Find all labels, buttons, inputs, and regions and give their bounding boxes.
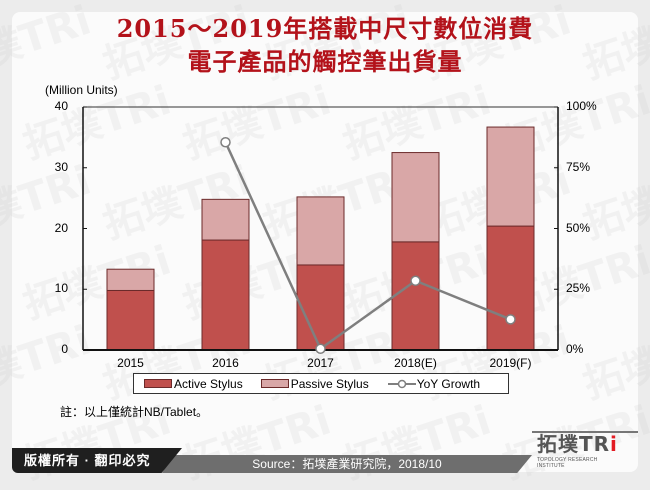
y-tick-label: 40 bbox=[54, 99, 68, 113]
source-text: Source：拓墣產業研究院，2018/10 bbox=[162, 455, 532, 473]
y2-tick-label: 25% bbox=[566, 281, 591, 296]
y-tick-label: 30 bbox=[54, 159, 68, 174]
bar-passive-2018(E) bbox=[391, 152, 440, 243]
yoy-line-series bbox=[220, 136, 516, 355]
chart-legend: Active Stylus Passive Stylus YoY Growth bbox=[133, 373, 509, 394]
logo-subtitle: TOPOLOGY RESEARCH INSTITUTE bbox=[537, 457, 598, 469]
bar-series bbox=[106, 126, 535, 351]
copyright-text: 版權所有 · 翻印必究 bbox=[12, 448, 182, 473]
x-tick-label: 2015 bbox=[117, 356, 144, 370]
bar-passive-2019(F) bbox=[486, 126, 535, 227]
x-tick-label: 2017 bbox=[307, 356, 334, 370]
bar-active-2018(E) bbox=[391, 241, 440, 351]
yoy-point bbox=[505, 314, 516, 325]
y-axis-unit-label: (Million Units) bbox=[45, 83, 118, 97]
bar-active-2015 bbox=[106, 289, 155, 351]
bar-active-2019(F) bbox=[486, 225, 535, 351]
legend-label-yoy: YoY Growth bbox=[416, 376, 481, 391]
legend-label-active: Active Stylus bbox=[174, 376, 243, 391]
tri-logo: 拓墣TRi TOPOLOGY RESEARCH INSTITUTE bbox=[537, 428, 625, 469]
y2-tick-label: 75% bbox=[566, 159, 591, 174]
y2-tick-label: 100% bbox=[566, 99, 597, 113]
legend-item-yoy: YoY Growth bbox=[387, 377, 480, 391]
bar-active-2017 bbox=[296, 264, 345, 351]
bar-active-2016 bbox=[201, 239, 250, 351]
line-marker-icon bbox=[387, 379, 416, 388]
legend-item-passive: Passive Stylus bbox=[260, 376, 369, 391]
passive-stylus-swatch bbox=[260, 379, 289, 388]
footer-divider-line bbox=[532, 431, 638, 433]
bar-passive-2016 bbox=[201, 198, 250, 241]
x-tick-label: 2016 bbox=[212, 356, 239, 370]
y-tick-label: 0 bbox=[61, 342, 68, 356]
y2-tick-label: 0% bbox=[566, 342, 584, 356]
x-tick-label: 2018(E) bbox=[394, 356, 437, 370]
logo-i: i bbox=[610, 432, 618, 456]
bar-passive-2017 bbox=[296, 196, 345, 266]
legend-item-active: Active Stylus bbox=[144, 377, 243, 391]
x-tick-label: 2019(F) bbox=[489, 356, 532, 370]
chart-title: 2015～2019年搭載中尺寸數位消費 電子產品的觸控筆出貨量 bbox=[0, 12, 650, 78]
legend-label-passive: Passive Stylus bbox=[290, 376, 369, 391]
logo-en: TR bbox=[579, 432, 611, 456]
footer-bar: Source：拓墣產業研究院，2018/10 版權所有 · 翻印必究 bbox=[12, 431, 638, 474]
chart-title-line2: 電子產品的觸控筆出貨量 bbox=[187, 47, 463, 76]
chart-title-line1: 2015～2019年搭載中尺寸數位消費 bbox=[116, 14, 534, 43]
yoy-point bbox=[410, 275, 421, 286]
active-stylus-swatch bbox=[144, 379, 172, 388]
yoy-point bbox=[315, 343, 326, 355]
y-tick-label: 10 bbox=[54, 281, 68, 296]
y2-tick-label: 50% bbox=[566, 220, 591, 235]
chart-footnote: 註：以上僅統計NB/Tablet。 bbox=[60, 405, 209, 419]
yoy-point bbox=[220, 136, 231, 148]
y-tick-label: 20 bbox=[54, 220, 68, 235]
logo-cn: 拓墣 bbox=[537, 432, 579, 456]
logo-wordmark: 拓墣TRi bbox=[537, 428, 625, 457]
bar-passive-2015 bbox=[106, 268, 155, 291]
